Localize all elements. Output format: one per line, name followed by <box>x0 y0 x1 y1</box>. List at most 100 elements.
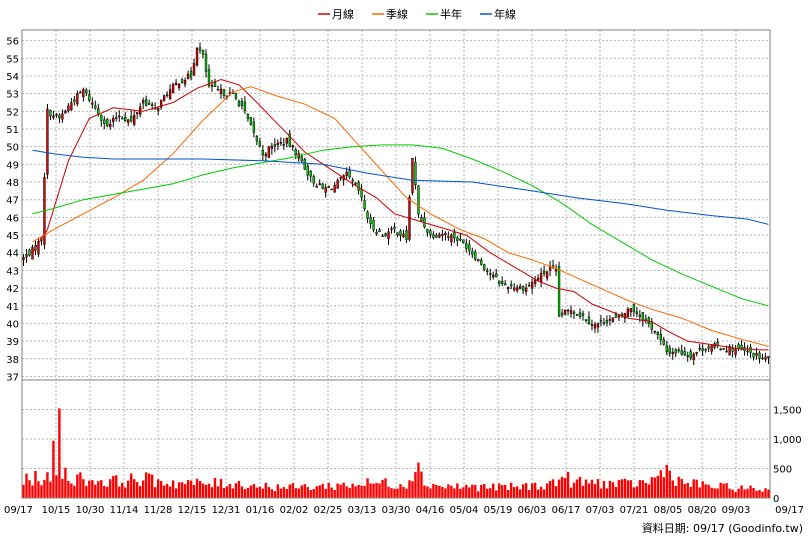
candle-body <box>150 104 154 106</box>
candle-body <box>55 114 58 116</box>
volume-bar <box>192 484 196 498</box>
volume-bar <box>740 485 743 498</box>
volume-bar <box>165 483 169 498</box>
volume-bar <box>441 486 444 498</box>
volume-bar <box>542 489 546 498</box>
volume-bar <box>689 486 692 498</box>
volume-bar <box>737 488 740 498</box>
candle-body <box>381 235 384 237</box>
volume-bar <box>722 483 725 498</box>
candle-body <box>590 324 594 326</box>
x-tick-label: 04/16 <box>416 505 445 516</box>
volume-bar <box>674 485 677 498</box>
candle-body <box>671 351 674 354</box>
volume-bar <box>545 483 549 498</box>
candle-body <box>587 316 591 324</box>
volume-bar <box>626 480 630 498</box>
candle-body <box>61 113 64 120</box>
candle-body <box>465 243 468 249</box>
candle-body <box>174 82 178 86</box>
candle-body <box>133 115 136 125</box>
candle-body <box>611 317 615 322</box>
candle-body <box>429 230 432 235</box>
axis-ticks: 37 38 39 40 41 42 43 44 45 46 47 48 49 50 51 52 53 54 55 56… <box>4 37 804 516</box>
candle-body <box>115 117 118 119</box>
volume-bar <box>147 473 151 498</box>
volume-bar <box>575 479 579 498</box>
volume-bar <box>171 480 175 498</box>
candle-body <box>641 312 645 321</box>
volume-bar <box>608 480 612 498</box>
candle-body <box>73 99 76 102</box>
volume-bar <box>115 475 118 498</box>
volume-bar <box>25 473 28 498</box>
volume-bar <box>572 482 576 498</box>
candle-body <box>501 280 504 284</box>
candle-body <box>201 50 205 55</box>
volume-bar <box>429 488 432 498</box>
candle-body <box>683 351 686 356</box>
x-tick-label: 01/16 <box>246 505 275 516</box>
price-tick-label: 50 <box>6 143 19 154</box>
volume-bar <box>118 486 121 498</box>
candle-body <box>599 320 603 322</box>
candle-body <box>276 142 279 146</box>
volume-bar <box>462 487 465 498</box>
volume-bar <box>201 483 205 498</box>
volume-bar <box>692 479 695 498</box>
candle-body <box>459 238 462 241</box>
volume-bar <box>40 485 43 498</box>
candle-body <box>737 344 740 349</box>
volume-bar <box>363 485 366 498</box>
volume-bar <box>261 488 265 498</box>
candle-body <box>360 189 363 198</box>
volume-bar <box>725 483 728 498</box>
volume-bar <box>249 485 253 498</box>
x-tick-label: 08/20 <box>688 505 717 516</box>
candle-body <box>524 287 528 292</box>
volume-bar <box>596 479 600 498</box>
candle-body <box>189 71 193 78</box>
volume-bar <box>527 490 531 498</box>
candle-body <box>629 308 633 313</box>
volume-bar <box>198 480 202 498</box>
candle-body <box>195 48 199 66</box>
candle-body <box>563 309 567 315</box>
candle-body <box>704 348 707 351</box>
candle-body <box>761 357 764 360</box>
x-tick-label: 03/30 <box>382 505 411 516</box>
candle-body <box>510 284 513 287</box>
candle-body <box>707 346 710 349</box>
candle-body <box>216 89 220 91</box>
candle-body <box>396 232 399 236</box>
volume-bar <box>234 483 238 498</box>
candle-body <box>656 331 659 335</box>
candle-body <box>354 182 357 185</box>
candle-body <box>243 101 247 111</box>
price-tick-label: 51 <box>6 125 19 136</box>
volume-bar <box>554 486 558 498</box>
candle-body <box>767 356 770 359</box>
ma-line <box>32 78 769 351</box>
candle-body <box>749 346 752 353</box>
volume-bar <box>369 483 372 498</box>
candle-body <box>144 99 148 106</box>
volume-bar <box>357 484 360 498</box>
candle-body <box>165 94 169 97</box>
volume-bar <box>468 487 471 498</box>
candle-body <box>333 184 336 193</box>
candle-body <box>282 143 285 146</box>
candle-body <box>471 251 474 255</box>
candle-body <box>103 119 106 124</box>
candle-body <box>758 352 761 359</box>
volume-bar <box>662 477 665 498</box>
volume-bar <box>79 472 82 498</box>
volume-bar <box>581 485 585 498</box>
volume-bar <box>623 478 627 498</box>
candle-body <box>91 102 94 105</box>
volume-bar <box>683 483 686 498</box>
volume-bar <box>659 470 662 498</box>
volume-bar <box>34 471 37 498</box>
volume-bar <box>593 484 597 498</box>
